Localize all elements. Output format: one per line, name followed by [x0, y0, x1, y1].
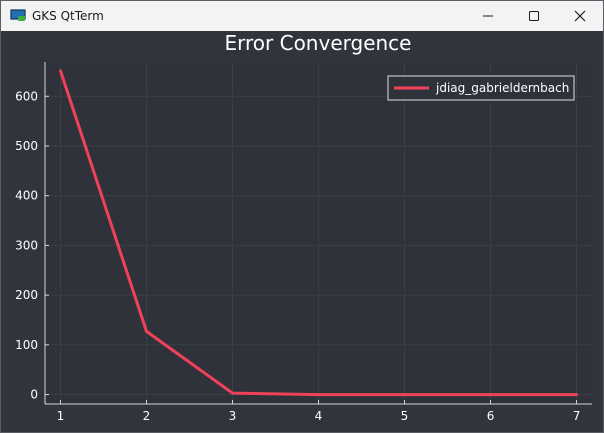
close-icon [574, 10, 586, 22]
y-tick-label: 100 [15, 338, 38, 352]
x-tick-label: 4 [315, 409, 323, 423]
x-tick-label: 1 [57, 409, 65, 423]
axes [44, 62, 592, 405]
maximize-icon [529, 11, 539, 21]
legend: jdiag_gabrieldernbach [387, 75, 575, 101]
series-layer [59, 69, 578, 397]
minimize-button[interactable] [465, 1, 511, 31]
y-tick-label: 600 [15, 89, 38, 103]
y-tick-label: 200 [15, 288, 38, 302]
window-title: GKS QtTerm [32, 9, 104, 23]
x-tick-label: 3 [229, 409, 237, 423]
title-bar[interactable]: GKS QtTerm [1, 1, 603, 31]
y-tick-label: 0 [30, 388, 38, 402]
plot-canvas: 1 2 3 4 5 6 7 0 100 200 300 400 500 600 Error Converg… [1, 31, 603, 432]
line-chart: 1 2 3 4 5 6 7 0 100 200 300 400 500 600 Error Converg… [15, 31, 592, 423]
x-tick-label: 2 [143, 409, 151, 423]
x-tick-label: 5 [401, 409, 409, 423]
minimize-icon [483, 15, 493, 17]
close-button[interactable] [557, 1, 603, 31]
y-tick-label: 400 [15, 189, 38, 203]
maximize-button[interactable] [511, 1, 557, 31]
x-tick-label: 6 [487, 409, 495, 423]
gks-app-icon [10, 9, 26, 21]
tick-labels: 1 2 3 4 5 6 7 0 100 200 300 400 500 600 [15, 89, 580, 423]
series-line [59, 69, 578, 397]
y-tick-label: 500 [15, 139, 38, 153]
grid [45, 62, 592, 404]
legend-label: jdiag_gabrieldernbach [435, 81, 569, 95]
x-tick-label: 7 [573, 409, 581, 423]
chart-title: Error Convergence [225, 31, 412, 55]
y-tick-label: 300 [15, 238, 38, 252]
